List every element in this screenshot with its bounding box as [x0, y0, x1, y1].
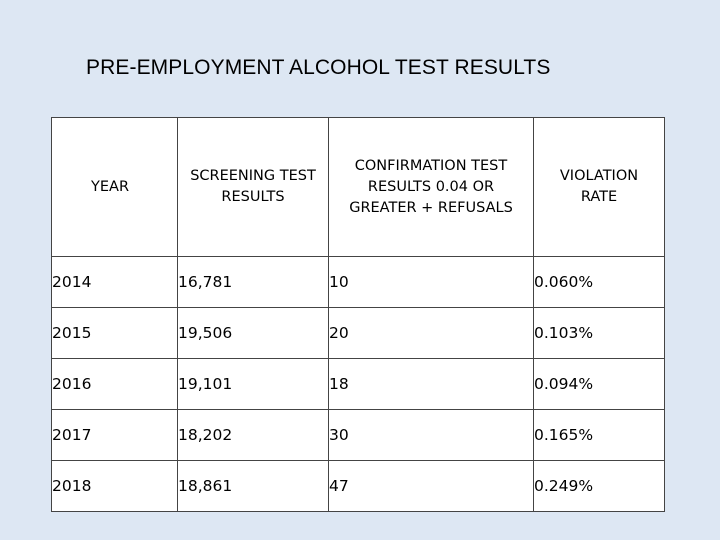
cell-violation-rate: 0.094% — [533, 358, 665, 410]
header-screening-line: SCREENING TEST — [190, 168, 316, 184]
cell-confirmation: 47 — [328, 460, 534, 512]
cell-screening: 18,861 — [177, 460, 329, 512]
table-row: 2015 19,506 20 0.103% — [51, 307, 665, 359]
cell-year: 2015 — [51, 307, 178, 359]
cell-year: 2016 — [51, 358, 178, 410]
header-confirmation-line: GREATER + REFUSALS — [349, 199, 513, 216]
cell-violation-rate: 0.165% — [533, 409, 665, 461]
table-row: 2017 18,202 30 0.165% — [51, 409, 665, 461]
header-year: YEAR — [51, 117, 178, 257]
header-confirmation: CONFIRMATION TEST RESULTS 0.04 OR GREATE… — [328, 117, 534, 257]
table-header-row: YEAR SCREENING TEST RESULTS CONFIRMATION… — [51, 117, 665, 257]
header-screening-line: RESULTS — [221, 189, 285, 205]
table-row: 2014 16,781 10 0.060% — [51, 256, 665, 308]
cell-confirmation: 10 — [328, 256, 534, 308]
cell-violation-rate: 0.103% — [533, 307, 665, 359]
cell-confirmation: 30 — [328, 409, 534, 461]
table-row: 2018 18,861 47 0.249% — [51, 460, 665, 512]
header-screening: SCREENING TEST RESULTS — [177, 117, 329, 257]
cell-violation-rate: 0.249% — [533, 460, 665, 512]
cell-violation-rate: 0.060% — [533, 256, 665, 308]
page-title: PRE-EMPLOYMENT ALCOHOL TEST RESULTS — [86, 56, 551, 79]
table-row: 2016 19,101 18 0.094% — [51, 358, 665, 410]
header-violation-rate: VIOLATION RATE — [533, 117, 665, 257]
cell-confirmation: 20 — [328, 307, 534, 359]
header-confirmation-line: RESULTS 0.04 OR — [367, 178, 495, 195]
cell-year: 2014 — [51, 256, 178, 308]
header-violation-line: VIOLATION — [559, 168, 639, 184]
cell-screening: 16,781 — [177, 256, 329, 308]
cell-year: 2017 — [51, 409, 178, 461]
cell-screening: 18,202 — [177, 409, 329, 461]
cell-confirmation: 18 — [328, 358, 534, 410]
results-table: YEAR SCREENING TEST RESULTS CONFIRMATION… — [51, 117, 665, 512]
header-violation-line: RATE — [580, 189, 618, 205]
cell-screening: 19,506 — [177, 307, 329, 359]
cell-screening: 19,101 — [177, 358, 329, 410]
cell-year: 2018 — [51, 460, 178, 512]
header-confirmation-line: CONFIRMATION TEST — [354, 157, 508, 174]
